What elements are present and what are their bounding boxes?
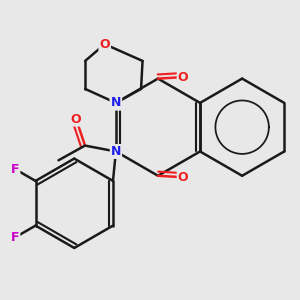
Text: O: O: [178, 70, 188, 84]
Text: O: O: [99, 38, 110, 51]
Text: F: F: [11, 231, 20, 244]
Text: O: O: [71, 112, 82, 126]
Text: O: O: [178, 171, 188, 184]
Text: N: N: [111, 145, 121, 158]
Text: F: F: [11, 163, 20, 176]
Text: N: N: [111, 96, 121, 110]
Text: N: N: [111, 96, 121, 110]
